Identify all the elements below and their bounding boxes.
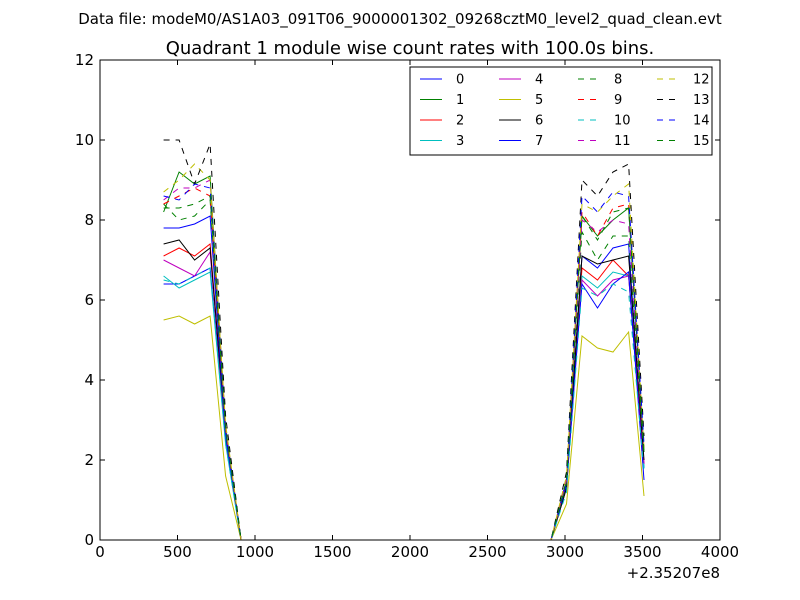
x-tick-label: 500 xyxy=(163,543,192,561)
x-tick-label: 4000 xyxy=(701,543,739,561)
legend-label-11: 11 xyxy=(614,134,631,149)
legend-label-4: 4 xyxy=(535,73,543,88)
y-tick-label: 10 xyxy=(75,131,94,149)
x-offset-label: +2.35207e8 xyxy=(627,564,720,582)
legend-label-1: 1 xyxy=(456,93,464,108)
y-tick-label: 6 xyxy=(84,291,94,309)
y-tick-label: 0 xyxy=(84,531,94,549)
x-tick-label: 2000 xyxy=(391,543,429,561)
y-tick-label: 4 xyxy=(84,371,94,389)
y-tick-label: 8 xyxy=(84,211,94,229)
legend-label-5: 5 xyxy=(535,93,543,108)
axis-ticks: 0 500 1000 1500 2000 2500 3000 3500 400002468101… xyxy=(75,51,739,561)
legend-label-7: 7 xyxy=(535,134,543,149)
y-tick-label: 2 xyxy=(84,451,94,469)
series-line-11 xyxy=(163,179,645,541)
legend-label-3: 3 xyxy=(456,134,464,149)
series-line-8 xyxy=(163,198,645,541)
legend-label-15: 15 xyxy=(693,134,710,149)
x-tick-label: 3500 xyxy=(623,543,661,561)
legend-label-13: 13 xyxy=(693,93,710,108)
legend-label-8: 8 xyxy=(614,73,622,88)
legend-label-0: 0 xyxy=(456,73,464,88)
legend-label-9: 9 xyxy=(614,93,622,108)
x-tick-label: 2500 xyxy=(468,543,506,561)
x-tick-label: 0 xyxy=(95,543,105,561)
figure-suptitle: Data file: modeM0/AS1A03_091T06_90000013… xyxy=(78,10,722,29)
legend-label-12: 12 xyxy=(693,73,710,88)
legend-label-14: 14 xyxy=(693,114,710,129)
legend-label-10: 10 xyxy=(614,114,631,129)
x-tick-label: 1500 xyxy=(313,543,351,561)
chart-title: Quadrant 1 module wise count rates with … xyxy=(166,38,655,59)
legend-label-6: 6 xyxy=(535,114,543,129)
y-tick-label: 12 xyxy=(75,51,94,69)
x-tick-label: 3000 xyxy=(546,543,584,561)
x-tick-label: 1000 xyxy=(236,543,274,561)
legend-label-2: 2 xyxy=(456,114,464,129)
